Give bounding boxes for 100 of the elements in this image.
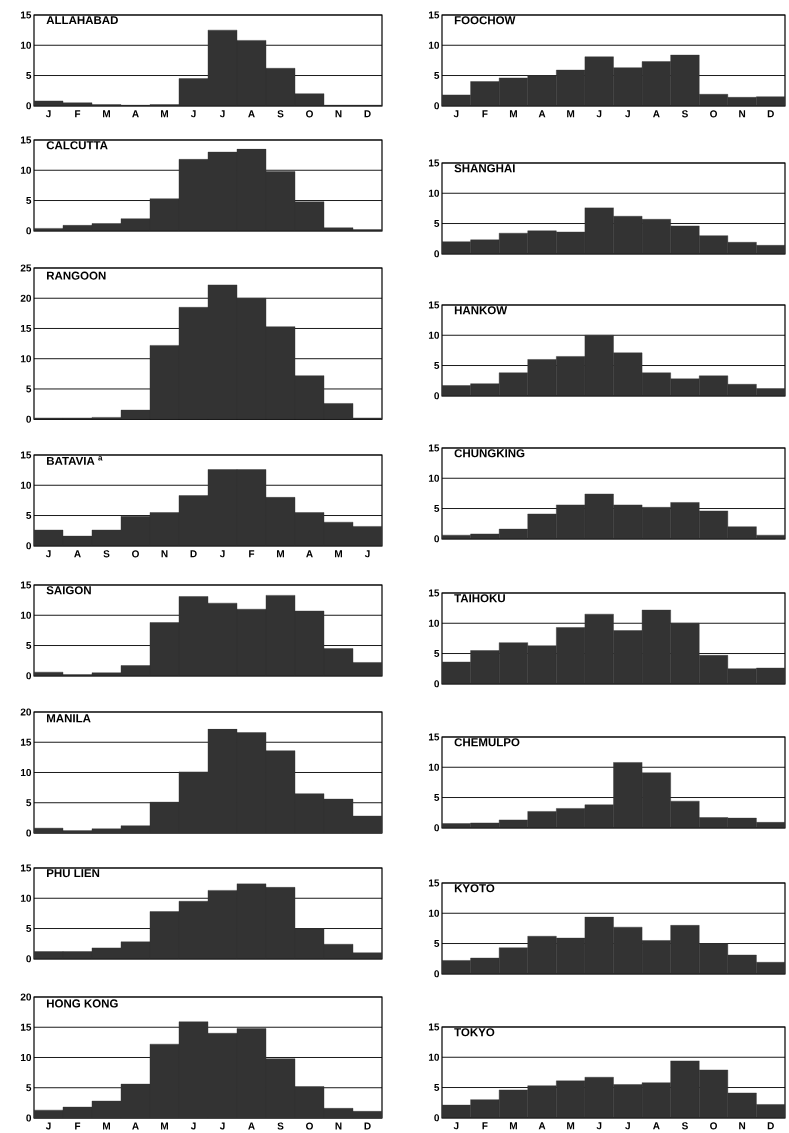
y-tick-label: 0 (26, 955, 32, 963)
y-tick-label: 0 (434, 250, 440, 258)
chart-title: SAIGON (46, 586, 91, 595)
y-tick-label: 0 (434, 102, 440, 110)
y-tick-label: 15 (428, 301, 440, 309)
x-tick-label: M (277, 550, 284, 558)
x-tick-label: D (364, 1122, 371, 1130)
x-tick-label: J (45, 1122, 51, 1130)
y-tick-label: 0 (434, 392, 440, 400)
x-tick-label: A (538, 1122, 546, 1130)
x-tick-label: F (482, 1122, 488, 1130)
x-tick-label: J (453, 1122, 459, 1130)
y-tick-label: 5 (26, 925, 32, 933)
y-tick-label: 0 (26, 829, 32, 837)
x-tick-label: M (567, 110, 575, 118)
chart-title: MANILA (47, 714, 91, 723)
y-tick-label: 0 (434, 1114, 440, 1122)
chart-title: PHU LIEN (47, 869, 100, 878)
x-tick-label: D (767, 1122, 774, 1130)
y-tick-label: 10 (20, 611, 32, 619)
x-tick-label: O (306, 1122, 313, 1130)
y-tick-label: 0 (434, 680, 440, 688)
y-tick-label: 10 (428, 909, 440, 917)
x-tick-label: A (132, 1122, 139, 1130)
x-tick-label: M (161, 1122, 168, 1130)
x-tick-label: A (248, 110, 255, 118)
x-tick-label: A (538, 110, 546, 118)
x-tick-label: S (681, 110, 688, 118)
y-tick-label: 10 (20, 481, 32, 489)
x-tick-label: J (625, 110, 630, 118)
x-tick-label: D (767, 110, 774, 118)
y-tick-label: 5 (434, 362, 440, 370)
y-tick-label: 10 (428, 619, 440, 627)
x-tick-label: O (710, 1122, 717, 1130)
x-tick-label: N (335, 110, 342, 118)
y-tick-label: 15 (20, 451, 32, 459)
y-tick-label: 10 (428, 763, 440, 771)
x-tick-label: F (75, 110, 81, 118)
y-tick-label: 10 (428, 1053, 440, 1061)
x-tick-label: J (190, 1122, 196, 1130)
x-tick-label: J (453, 110, 459, 118)
x-tick-label: J (45, 550, 51, 558)
x-tick-label: M (161, 110, 168, 118)
x-tick-label: J (364, 550, 370, 558)
x-tick-label: M (103, 1122, 110, 1130)
y-tick-label: 15 (20, 136, 32, 144)
y-tick-label: 10 (428, 331, 440, 339)
y-tick-label: 0 (26, 227, 32, 235)
x-tick-label: F (482, 110, 488, 118)
x-tick-label: M (335, 550, 342, 558)
y-tick-label: 10 (20, 1053, 32, 1062)
x-tick-label: N (739, 1122, 746, 1130)
y-tick-label: 0 (434, 824, 440, 832)
x-tick-label: M (509, 1122, 517, 1130)
y-tick-label: 15 (20, 1023, 32, 1031)
chart-title: CHUNGKING (454, 449, 525, 458)
x-tick-label: O (710, 110, 717, 118)
y-tick-label: 10 (428, 41, 440, 49)
y-tick-label: 0 (26, 102, 32, 110)
y-tick-label: 20 (20, 294, 32, 302)
y-tick-label: 5 (434, 1084, 440, 1092)
x-tick-label: M (509, 110, 517, 118)
x-tick-label: D (364, 110, 371, 118)
y-tick-label: 15 (428, 589, 440, 597)
y-tick-label: 10 (20, 41, 32, 49)
y-tick-label: 20 (20, 708, 32, 716)
chart-title: FOOCHOW (454, 16, 516, 25)
chart-title: ALLAHABAD (46, 16, 118, 25)
x-tick-label: O (306, 110, 313, 118)
y-tick-label: 5 (434, 650, 440, 658)
x-tick-label: J (219, 110, 225, 118)
x-tick-label: S (681, 1122, 688, 1130)
x-tick-label: J (219, 550, 225, 558)
x-tick-label: J (190, 110, 196, 118)
y-tick-label: 25 (20, 264, 32, 272)
y-tick-label: 15 (428, 879, 440, 887)
y-tick-label: 15 (428, 159, 440, 167)
y-tick-label: 5 (26, 799, 32, 807)
y-tick-label: 0 (26, 542, 32, 550)
x-tick-label: D (190, 550, 197, 558)
y-tick-label: 5 (434, 794, 440, 802)
y-tick-label: 10 (20, 768, 32, 777)
x-tick-label: S (103, 550, 110, 558)
chart-title: TOKYO (454, 1028, 495, 1037)
x-tick-label: J (596, 1122, 602, 1130)
y-tick-label: 5 (26, 385, 32, 393)
x-tick-label: J (219, 1122, 225, 1130)
y-tick-label: 0 (26, 672, 32, 680)
y-tick-label: 10 (20, 355, 32, 363)
x-tick-label: M (567, 1122, 575, 1130)
y-tick-label: 5 (26, 197, 32, 205)
y-tick-label: 15 (20, 738, 32, 746)
x-tick-label: A (248, 1122, 255, 1130)
y-tick-label: 15 (20, 864, 32, 872)
x-tick-label: O (132, 550, 139, 558)
x-tick-label: F (75, 1122, 81, 1130)
y-tick-label: 15 (428, 444, 440, 452)
y-tick-label: 15 (428, 11, 440, 19)
chart-title: CALCUTTA (46, 141, 108, 150)
y-tick-label: 15 (20, 581, 32, 589)
